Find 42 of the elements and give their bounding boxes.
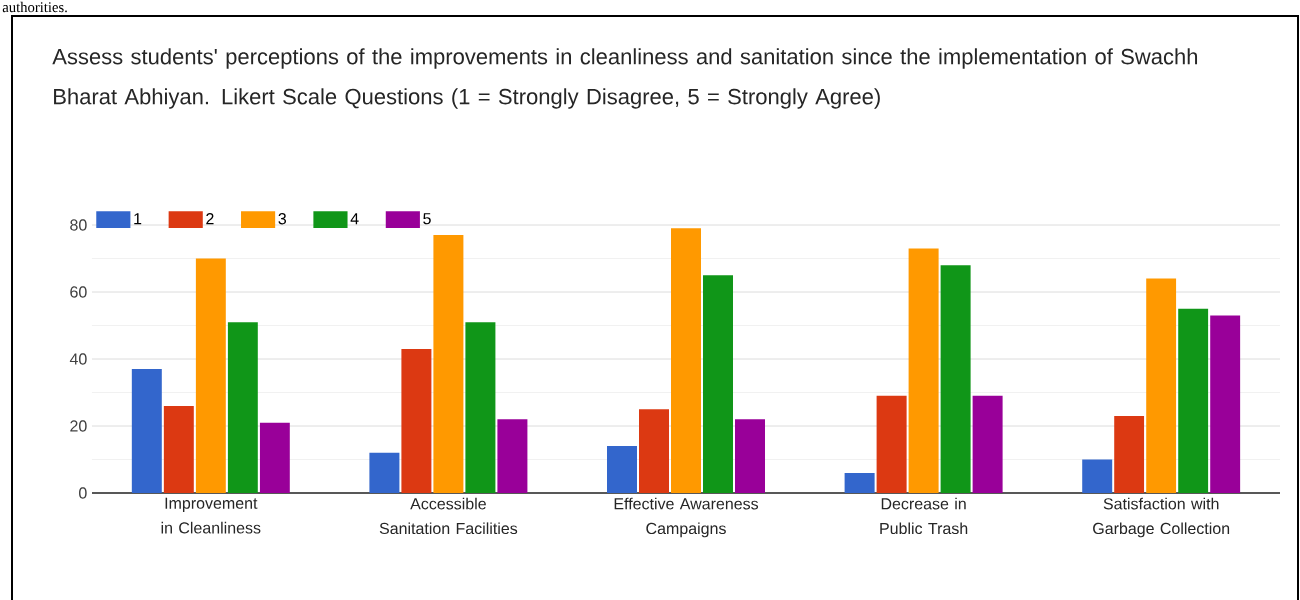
bar (607, 446, 637, 493)
y-tick-label: 20 (70, 420, 87, 432)
bar (131, 369, 162, 493)
y-tick-label: 80 (70, 219, 87, 231)
bar (876, 395, 907, 493)
bar (671, 228, 702, 493)
bar (227, 322, 258, 493)
x-tick-label: Decrease in Public Trash (880, 497, 968, 535)
legend-label: 2 (206, 213, 214, 225)
bar (940, 265, 971, 493)
x-tick-label: Improvement in Cleanliness (161, 497, 261, 534)
bar (1114, 415, 1145, 493)
bar (259, 422, 290, 493)
legend-label: 1 (134, 213, 142, 225)
bar (972, 395, 1003, 493)
bar (401, 348, 432, 493)
bar (195, 258, 226, 493)
bar (369, 452, 400, 493)
text: authorities. (2, 1, 67, 13)
bar (735, 419, 766, 493)
bar (433, 235, 464, 493)
bar (844, 472, 875, 493)
bar (639, 409, 670, 493)
x-tick-label: Effective Awareness Campaigns (614, 497, 759, 538)
y-tick-label: 40 (69, 353, 87, 365)
x-tick-label: Accessible Sanitation Facilities (379, 497, 518, 535)
x-tick-label: Satisfaction with Garbage Collection (1093, 497, 1230, 538)
y-tick-label: 60 (70, 286, 87, 298)
legend-label: 5 (423, 213, 431, 225)
bar (703, 275, 734, 493)
bar (1178, 308, 1209, 493)
bar (163, 405, 194, 493)
legend-label: 4 (350, 213, 359, 225)
bar (1082, 459, 1113, 493)
bar (908, 248, 939, 493)
bar (465, 322, 496, 493)
legend-label: 3 (278, 213, 287, 225)
bar (1146, 278, 1177, 493)
chart-title: Assess students' perceptions of the improvements in cleanliness and sanitation since the implementation of Swachh Bharat Abhiyan. Likert Scale Questions (1 = Strongly Disagree, 5 = Strongly Agree) (52, 48, 1198, 109)
bar (497, 419, 528, 493)
bar (1210, 315, 1241, 493)
y-tick-label: 0 (79, 487, 87, 499)
